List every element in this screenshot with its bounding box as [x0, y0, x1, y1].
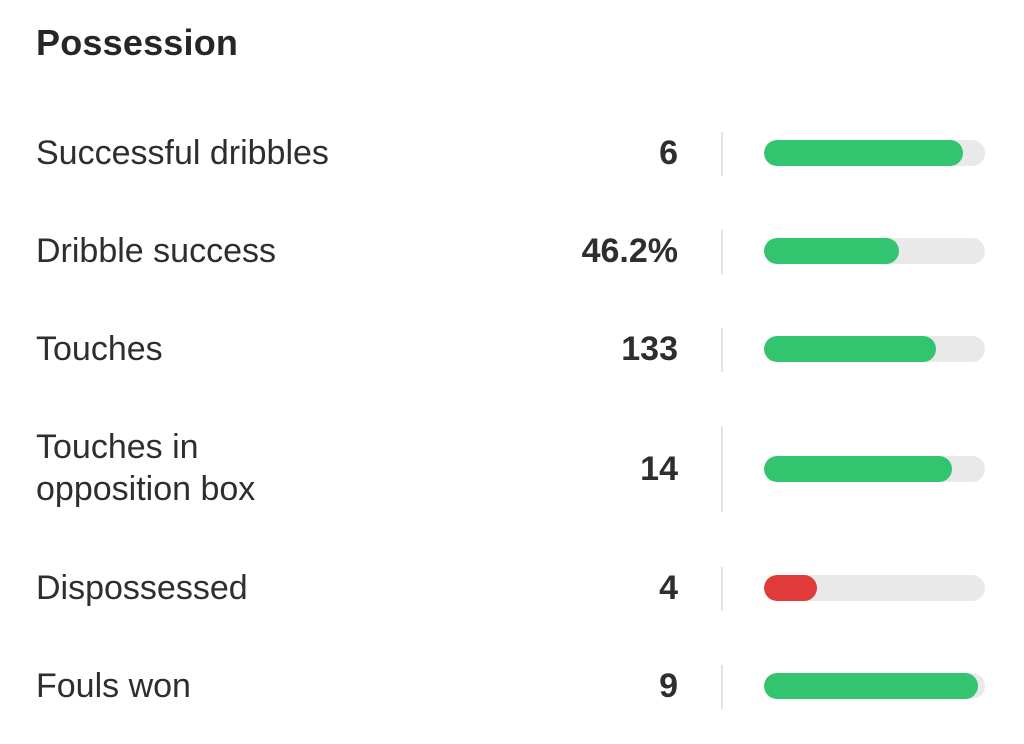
stat-bar-fill — [764, 336, 937, 362]
row-divider — [721, 132, 723, 176]
stat-bar-track — [764, 238, 985, 264]
stat-bar-track — [764, 456, 985, 482]
stat-bar-track — [764, 673, 985, 699]
stat-bar-fill — [764, 575, 818, 601]
stat-bar-fill — [764, 673, 979, 699]
row-divider — [721, 426, 723, 512]
stat-label: Touches in opposition box — [36, 428, 256, 508]
stat-value: 14 — [640, 450, 678, 488]
stat-bar-track — [764, 336, 985, 362]
stat-label: Dribble success — [36, 232, 276, 270]
stat-bar-track — [764, 575, 985, 601]
stat-bar-track — [764, 140, 985, 166]
stat-row-fouls-won: Fouls won 9 — [0, 665, 1024, 709]
stat-row-successful-dribbles: Successful dribbles 6 — [0, 132, 1024, 176]
row-divider — [721, 328, 723, 372]
stat-value: 9 — [659, 667, 678, 705]
stat-bar-fill — [764, 456, 952, 482]
stat-label: Touches — [36, 330, 163, 368]
row-divider — [721, 567, 723, 611]
stat-label: Successful dribbles — [36, 134, 329, 172]
stat-value: 6 — [659, 134, 678, 172]
stat-bar-fill — [764, 140, 963, 166]
stat-row-dribble-success: Dribble success 46.2% — [0, 230, 1024, 274]
stat-value: 4 — [659, 569, 678, 607]
row-divider — [721, 665, 723, 709]
row-divider — [721, 230, 723, 274]
stat-label: Fouls won — [36, 667, 191, 705]
section-title: Possession — [36, 22, 239, 63]
stat-row-touches: Touches 133 — [0, 328, 1024, 372]
stat-value: 133 — [621, 330, 678, 368]
stat-row-touches-in-opposition-box: Touches in opposition box 14 — [0, 426, 1024, 512]
stat-row-dispossessed: Dispossessed 4 — [0, 567, 1024, 611]
stat-label: Dispossessed — [36, 569, 248, 607]
stat-value: 46.2% — [581, 232, 678, 270]
stat-bar-fill — [764, 238, 899, 264]
